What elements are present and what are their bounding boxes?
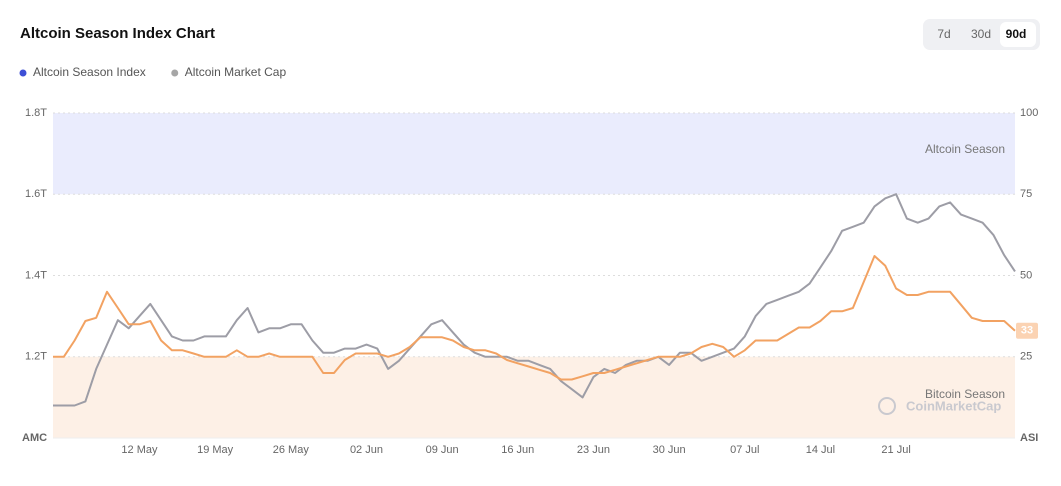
- zone: [53, 113, 1015, 195]
- end-value-label: 33: [1021, 325, 1033, 337]
- x-tick-label: 09 Jun: [426, 444, 459, 456]
- watermark-logo: [878, 397, 896, 415]
- series-line: [53, 255, 1016, 381]
- zone: [53, 356, 1015, 438]
- y2-tick-label: 50: [1020, 269, 1032, 281]
- y2-tick-label: 100: [1020, 107, 1038, 119]
- range-button-active[interactable]: [1000, 22, 1036, 47]
- zone-label: Altcoin Season: [925, 142, 1005, 156]
- series-line: [53, 193, 1016, 407]
- y2-tick-label: 75: [1020, 188, 1032, 200]
- y-tick-label: 1.4T: [25, 269, 47, 281]
- x-tick-label: 23 Jun: [577, 444, 610, 456]
- legend-dot: [171, 69, 179, 77]
- y-tick-label: 1.2T: [25, 351, 47, 363]
- y-tick-label: 1.6T: [25, 188, 47, 200]
- end-value-box: [1016, 322, 1038, 339]
- x-tick-label: 12 May: [121, 444, 158, 456]
- x-tick-label: 30 Jun: [653, 444, 686, 456]
- y-axis-label: AMC: [22, 432, 47, 444]
- x-tick-label: 02 Jun: [350, 444, 383, 456]
- range-button[interactable]: 7d: [937, 27, 950, 41]
- x-tick-label: 16 Jun: [501, 444, 534, 456]
- y-tick-label: 1.8T: [25, 107, 47, 119]
- y2-tick-label: 25: [1020, 351, 1032, 363]
- legend-label[interactable]: Altcoin Market Cap: [185, 65, 287, 79]
- x-tick-label: 26 May: [273, 444, 310, 456]
- x-tick-label: 19 May: [197, 444, 234, 456]
- zone-label: Bitcoin Season: [925, 387, 1005, 401]
- range-button[interactable]: 30d: [971, 27, 991, 41]
- x-tick-label: 07 Jul: [730, 444, 759, 456]
- legend-dot: [19, 69, 27, 77]
- legend-label[interactable]: Altcoin Season Index: [33, 65, 146, 79]
- y2-axis-label: ASI: [1020, 432, 1038, 444]
- watermark: CoinMarketCap: [906, 398, 1001, 413]
- chart-title: Altcoin Season Index Chart: [20, 25, 215, 42]
- range-button[interactable]: 90d: [1006, 27, 1027, 41]
- x-tick-label: 14 Jul: [806, 444, 835, 456]
- x-tick-label: 21 Jul: [881, 444, 910, 456]
